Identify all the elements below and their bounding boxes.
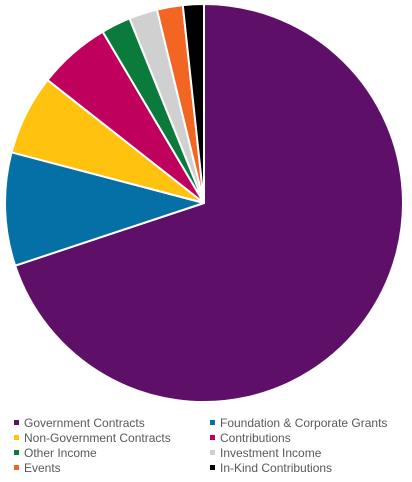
legend-label-foundation-corporate-grants: Foundation & Corporate Grants	[220, 415, 388, 430]
legend-swatch-contributions	[210, 435, 215, 440]
legend: Government Contracts Foundation & Corpor…	[14, 415, 406, 475]
legend-swatch-other-income	[14, 450, 19, 455]
legend-label-contributions: Contributions	[220, 430, 291, 445]
legend-swatch-foundation-corporate-grants	[210, 420, 215, 425]
pie-slice-foundation-corporate-grants	[4, 151, 205, 267]
pie-slice-government-contracts	[14, 3, 404, 403]
legend-item-in-kind-contributions: In-Kind Contributions	[210, 460, 406, 475]
legend-swatch-investment-income	[210, 450, 215, 455]
legend-label-other-income: Other Income	[24, 445, 97, 460]
legend-label-non-government-contracts: Non-Government Contracts	[24, 430, 171, 445]
legend-label-investment-income: Investment Income	[220, 445, 322, 460]
legend-item-investment-income: Investment Income	[210, 445, 406, 460]
legend-item-contributions: Contributions	[210, 430, 406, 445]
pie-chart	[4, 2, 404, 403]
legend-label-in-kind-contributions: In-Kind Contributions	[220, 460, 333, 475]
legend-swatch-government-contracts	[14, 420, 19, 425]
legend-item-government-contracts: Government Contracts	[14, 415, 210, 430]
legend-swatch-in-kind-contributions	[210, 465, 215, 470]
legend-item-other-income: Other Income	[14, 445, 210, 460]
legend-item-non-government-contracts: Non-Government Contracts	[14, 430, 210, 445]
legend-swatch-non-government-contracts	[14, 435, 19, 440]
legend-item-events: Events	[14, 460, 210, 475]
legend-label-government-contracts: Government Contracts	[24, 415, 145, 430]
legend-swatch-events	[14, 465, 19, 470]
legend-label-events: Events	[24, 460, 61, 475]
pie-slice-in-kind-contributions	[181, 2, 205, 204]
legend-item-foundation-corporate-grants: Foundation & Corporate Grants	[210, 415, 406, 430]
